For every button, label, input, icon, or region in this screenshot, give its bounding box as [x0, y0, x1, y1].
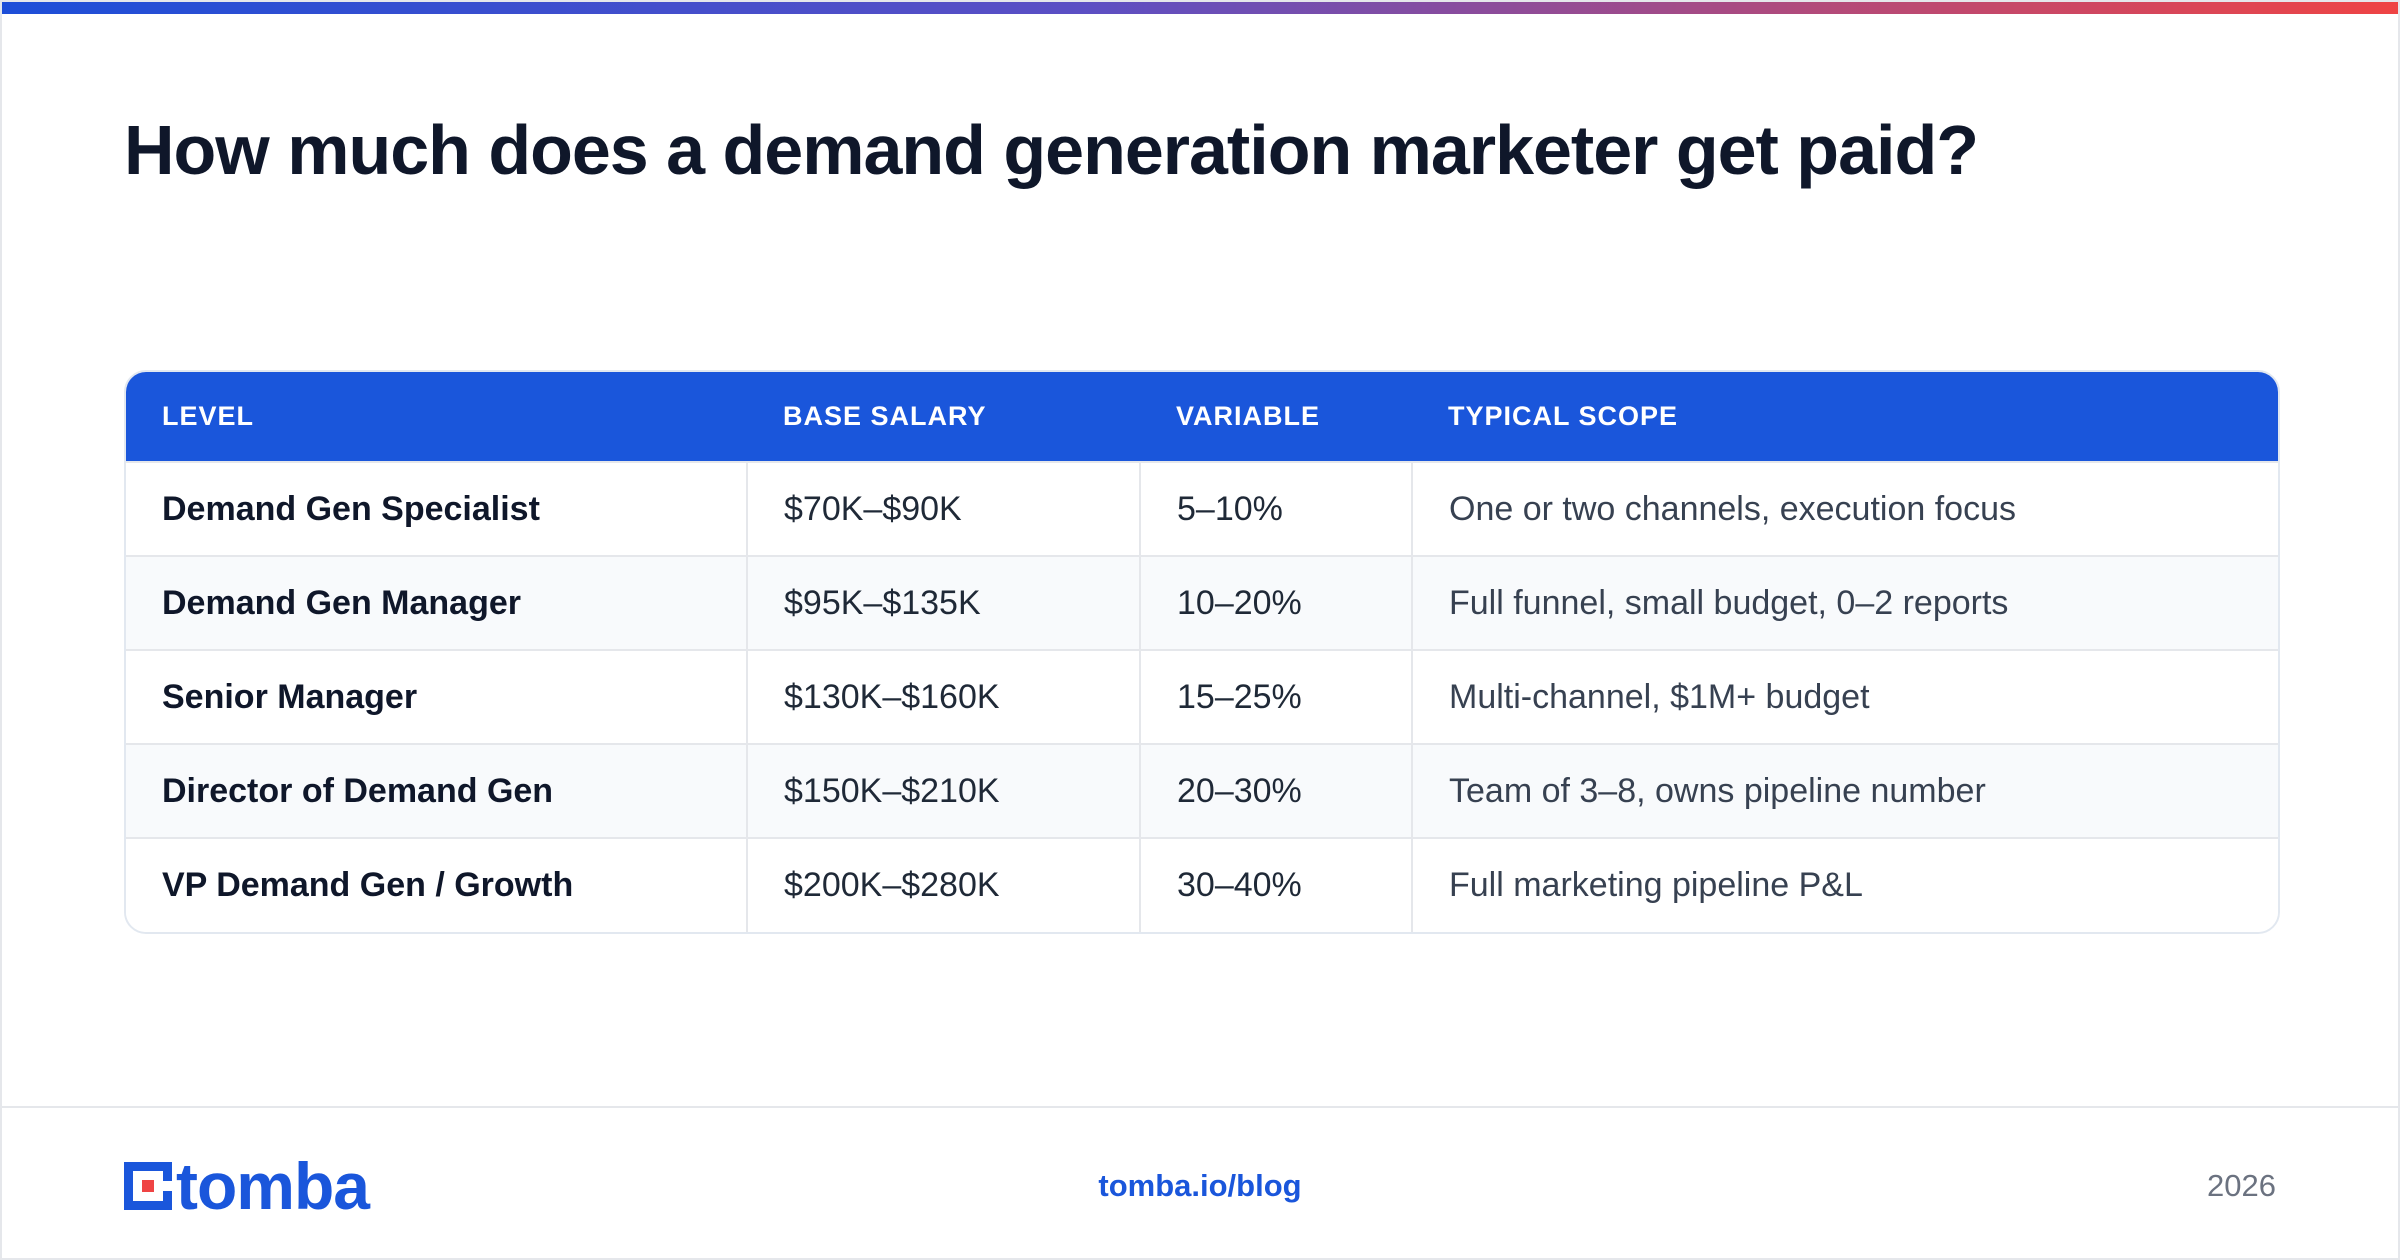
cell-level: Senior Manager: [126, 649, 747, 744]
cell-variable: 20–30%: [1139, 743, 1412, 838]
cell-variable: 30–40%: [1139, 837, 1412, 932]
table-row: VP Demand Gen / Growth $200K–$280K 30–40…: [126, 837, 2278, 932]
header-level: LEVEL: [162, 401, 255, 431]
cell-scope: Team of 3–8, owns pipeline number: [1411, 743, 2278, 838]
cell-variable: 5–10%: [1139, 461, 1412, 556]
header-variable: VARIABLE: [1176, 401, 1321, 431]
cell-variable: 15–25%: [1139, 649, 1412, 744]
cell-base-salary: $200K–$280K: [746, 837, 1140, 932]
cell-variable: 10–20%: [1139, 555, 1412, 650]
salary-table: LEVEL BASE SALARY VARIABLE TYPICAL SCOPE…: [126, 372, 2278, 932]
cell-level: VP Demand Gen / Growth: [126, 837, 747, 932]
cell-level: Demand Gen Specialist: [126, 461, 747, 556]
tomba-logo-icon: [124, 1162, 172, 1210]
header-typical-scope: TYPICAL SCOPE: [1448, 401, 1679, 431]
header-base-salary: BASE SALARY: [783, 401, 987, 431]
logo-text: tomba: [176, 1149, 370, 1223]
table-row: Demand Gen Specialist $70K–$90K 5–10% On…: [126, 461, 2278, 556]
table-header-row: LEVEL BASE SALARY VARIABLE TYPICAL SCOPE: [126, 372, 2278, 462]
footer: tomba tomba.io/blog 2026: [2, 1106, 2398, 1258]
page-title: How much does a demand generation market…: [124, 111, 1979, 189]
cell-level: Director of Demand Gen: [126, 743, 747, 838]
cell-base-salary: $70K–$90K: [746, 461, 1140, 556]
cell-scope: One or two channels, execution focus: [1411, 461, 2278, 556]
cell-scope: Full marketing pipeline P&L: [1411, 837, 2278, 932]
gradient-top-bar: [2, 2, 2398, 14]
cell-scope: Multi-channel, $1M+ budget: [1411, 649, 2278, 744]
cell-base-salary: $130K–$160K: [746, 649, 1140, 744]
cell-base-salary: $150K–$210K: [746, 743, 1140, 838]
salary-table-container: LEVEL BASE SALARY VARIABLE TYPICAL SCOPE…: [124, 370, 2280, 934]
table-row: Demand Gen Manager $95K–$135K 10–20% Ful…: [126, 555, 2278, 650]
cell-scope: Full funnel, small budget, 0–2 reports: [1411, 555, 2278, 650]
cell-base-salary: $95K–$135K: [746, 555, 1140, 650]
table-row: Director of Demand Gen $150K–$210K 20–30…: [126, 743, 2278, 838]
table-row: Senior Manager $130K–$160K 15–25% Multi-…: [126, 649, 2278, 744]
cell-level: Demand Gen Manager: [126, 555, 747, 650]
blog-link[interactable]: tomba.io/blog: [1098, 1168, 1302, 1203]
footer-year: 2026: [2207, 1168, 2276, 1203]
tomba-logo[interactable]: tomba: [124, 1149, 370, 1223]
